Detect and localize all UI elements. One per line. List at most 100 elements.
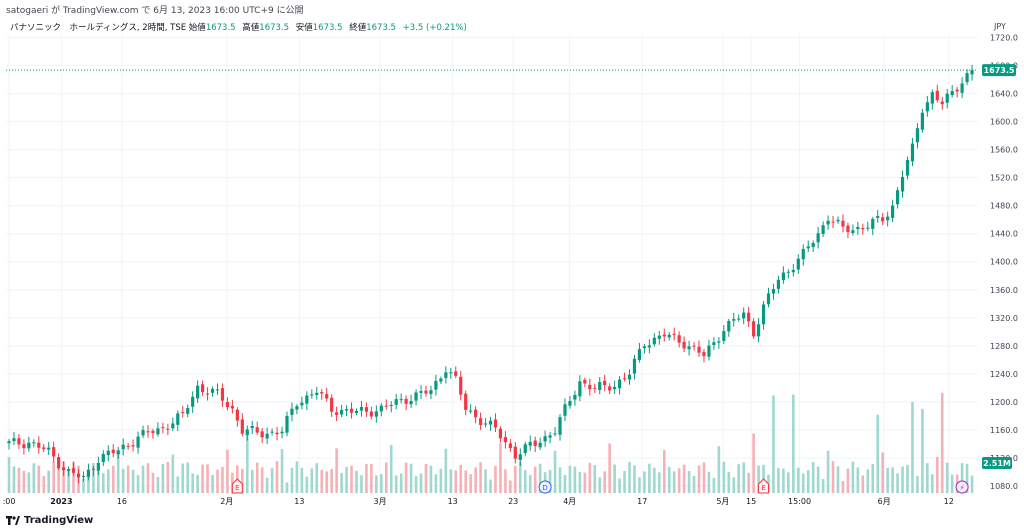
candle-body	[796, 258, 800, 270]
candle-body	[335, 412, 339, 416]
candle-body	[945, 93, 949, 103]
volume-bar	[801, 473, 805, 493]
volume-bar	[692, 475, 696, 493]
high-value: 1673.5	[259, 23, 290, 33]
volume-bar	[970, 475, 974, 493]
volume-bar	[87, 470, 90, 493]
volume-bar	[578, 471, 582, 493]
volume-bar	[538, 463, 542, 493]
volume-bar	[757, 465, 760, 493]
attribution-text: satogaeri が TradingView.com で 6月 13, 202…	[6, 6, 304, 16]
candle-body	[146, 431, 150, 433]
candle-body	[920, 112, 924, 130]
candle-body	[697, 346, 701, 353]
y-tick-label: 1160.0	[990, 426, 1018, 435]
candle-body	[384, 405, 388, 407]
volume-bar	[940, 392, 944, 493]
candle-body	[851, 230, 855, 234]
footer-brand[interactable]: TradingView	[6, 515, 93, 526]
candle-body	[344, 409, 349, 411]
candle-body	[895, 190, 900, 205]
volume-bar	[121, 468, 125, 493]
candle-body	[513, 446, 517, 459]
x-tick-label: 23	[508, 497, 518, 506]
volume-bar	[901, 466, 904, 493]
volume-bar	[404, 462, 408, 493]
candle-body	[176, 413, 180, 425]
candle-body	[320, 392, 324, 394]
volume-bar	[280, 449, 284, 493]
x-tick-label: :00	[3, 497, 16, 506]
volume-bar	[886, 467, 889, 493]
candle-body	[419, 391, 423, 393]
candle-body	[478, 418, 483, 425]
candle-body	[761, 304, 766, 325]
candle-body	[52, 447, 56, 457]
event-marker-label: E	[761, 484, 765, 492]
volume-bar	[32, 463, 36, 493]
low-label: 安値	[295, 23, 313, 33]
candle-body	[747, 312, 751, 322]
x-tick-label: 15	[746, 497, 756, 506]
volume-bar	[732, 477, 736, 493]
open-value: 1673.5	[205, 23, 236, 33]
candle-body	[325, 394, 329, 399]
volume-bar	[648, 463, 651, 493]
candle-body	[891, 205, 895, 218]
candle-body	[86, 469, 91, 477]
y-tick-label: 1520.0	[990, 174, 1018, 183]
candle-body	[930, 92, 934, 104]
candle-body	[469, 410, 473, 412]
candle-body	[637, 349, 642, 360]
volume-bar	[484, 469, 487, 493]
volume-bar	[568, 465, 572, 493]
volume-bar	[499, 443, 502, 493]
candle-body	[722, 331, 726, 341]
volume-bar	[613, 464, 616, 493]
volume-bar	[350, 465, 353, 493]
volume-bar	[434, 474, 438, 493]
last-volume-tag	[982, 457, 1012, 469]
volume-bar	[841, 481, 845, 493]
volume-bar	[494, 466, 497, 493]
candle-body	[111, 449, 115, 454]
volume-bar	[965, 463, 969, 493]
volume-bar	[449, 469, 453, 493]
volume-bar	[305, 476, 309, 493]
candle-body	[558, 417, 562, 435]
volume-bar	[772, 395, 775, 493]
y-tick-label: 1600.0	[990, 118, 1018, 127]
volume-bar	[702, 462, 706, 493]
volume-bar	[563, 474, 567, 493]
candle-body	[786, 271, 790, 273]
candle-body	[220, 388, 225, 401]
open-label: 始値	[188, 23, 206, 33]
x-tick-label: 2月	[220, 497, 233, 506]
volume-bar	[82, 478, 85, 493]
last-price-text: 1673.5	[984, 66, 1015, 75]
volume-bar	[653, 467, 656, 493]
volume-bar	[846, 468, 850, 493]
volume-bar	[325, 471, 329, 493]
volume-bar	[687, 471, 691, 493]
x-tick-label: 15:00	[788, 497, 811, 506]
earnings-marker-icon	[758, 478, 770, 494]
y-tick-label: 1080.0	[990, 482, 1018, 491]
candle-body	[702, 352, 706, 357]
price-chart[interactable]: JPY1720.01680.01640.01600.01560.01520.01…	[0, 16, 1024, 510]
volume-bar	[206, 464, 209, 493]
candle-body	[821, 225, 825, 234]
volume-bar	[931, 474, 934, 493]
candle-body	[766, 293, 771, 305]
x-tick-label: 13	[294, 497, 304, 506]
candle-body	[816, 233, 820, 243]
volume-bar	[891, 467, 894, 493]
volume-bar	[643, 471, 646, 493]
candle-body	[831, 221, 835, 223]
candle-body	[409, 401, 413, 405]
volume-bar	[921, 408, 924, 493]
volume-bar	[57, 465, 60, 493]
candle-body	[186, 408, 190, 414]
x-tick-label: 6月	[878, 497, 891, 506]
candle-body	[17, 438, 21, 445]
